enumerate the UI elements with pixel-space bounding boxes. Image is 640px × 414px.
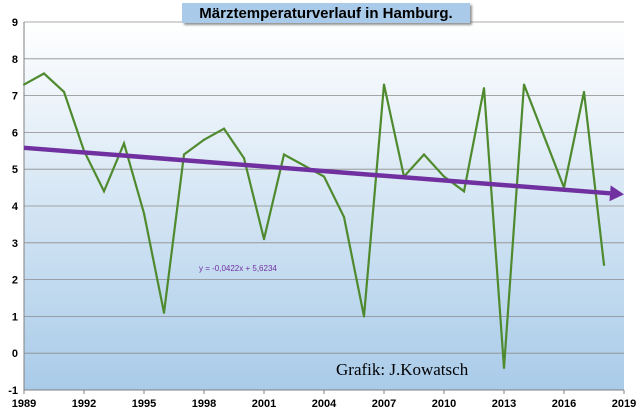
title-background: [182, 3, 470, 23]
data-point: [442, 175, 446, 178]
x-tick-label: 2010: [432, 398, 456, 410]
y-tick-label: 1: [12, 311, 18, 323]
data-point: [602, 263, 606, 266]
data-point: [62, 90, 66, 94]
data-point: [222, 127, 226, 130]
y-tick-label: 0: [12, 348, 18, 360]
data-point: [22, 83, 26, 86]
data-point: [522, 83, 526, 86]
y-tick-labels: -1 0 1 2 3 4 5 6 7 8 9: [8, 17, 19, 397]
y-tick-label: 7: [12, 91, 18, 103]
data-point: [122, 142, 126, 145]
data-point: [482, 87, 486, 90]
data-point: [322, 175, 326, 178]
y-tick-label: 5: [12, 164, 18, 176]
x-tick-label: 2016: [552, 398, 576, 410]
data-point: [302, 164, 306, 167]
data-point: [202, 138, 206, 141]
data-point: [462, 190, 466, 193]
data-point: [362, 315, 366, 318]
y-tick-label: 9: [12, 17, 18, 29]
data-point: [162, 311, 166, 314]
x-tick-label: 2004: [312, 398, 337, 410]
data-point: [502, 366, 506, 370]
x-tick-label: 1989: [12, 398, 36, 410]
trend-arrow-head: [609, 185, 624, 202]
data-point: [262, 238, 266, 241]
data-point: [422, 153, 426, 156]
data-point: [42, 72, 46, 75]
x-tick-label: 1995: [132, 398, 156, 410]
data-point: [182, 153, 186, 156]
x-tick-label: 2013: [492, 398, 516, 410]
data-point: [382, 83, 386, 86]
data-point: [542, 134, 546, 138]
x-tick-label: 1992: [72, 398, 96, 410]
x-tick-label: 2007: [372, 398, 396, 410]
y-tick-label: 8: [12, 54, 18, 66]
data-point: [242, 157, 246, 160]
x-tick-label: 1998: [192, 398, 216, 410]
data-point: [102, 190, 106, 193]
data-point: [342, 215, 346, 219]
y-tick-label: 2: [12, 275, 18, 287]
x-tick-label: 2001: [252, 398, 276, 410]
data-point: [282, 153, 286, 156]
x-tick-labels: 1989 1992 1995 1998 2001 2004 2007 2010 2013 2016…: [12, 390, 636, 410]
x-tick-label: 2019: [612, 398, 636, 410]
credit-annotation: Grafik: J.Kowatsch: [336, 360, 469, 379]
y-tick-label: 6: [12, 127, 18, 139]
chart-title: Märztemperaturverlauf in Hamburg.: [199, 5, 452, 22]
data-point: [582, 90, 586, 94]
y-tick-label: 3: [12, 238, 18, 250]
trend-line: [23, 145, 611, 196]
y-tick-label: -1: [8, 385, 18, 397]
data-point: [142, 212, 146, 215]
trendline-equation: y = -0,0422x + 5,6234: [199, 264, 277, 273]
y-tick-label: 4: [12, 201, 19, 213]
